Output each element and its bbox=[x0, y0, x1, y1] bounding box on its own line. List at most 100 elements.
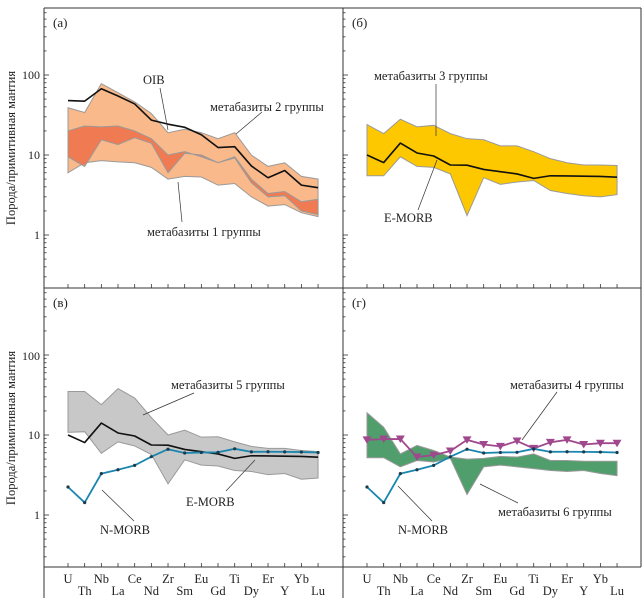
line-N-MORB-point-La bbox=[415, 468, 419, 472]
x-tick-label-g-Yb: Yb bbox=[593, 572, 608, 586]
line-N-MORB-point-Ti bbox=[233, 447, 237, 451]
x-tick-label-g-Er: Er bbox=[561, 572, 574, 586]
annotation-nmorb-g: N-MORB bbox=[398, 523, 448, 537]
line-N-MORB-point-Ce bbox=[133, 463, 137, 467]
x-tick-label-v-Er: Er bbox=[262, 572, 275, 586]
y-tick-label-1-top: 1 bbox=[34, 228, 40, 242]
line-метабазиты-4-группы-point-Zr bbox=[462, 436, 472, 444]
line-метабазиты-4-группы-point-Eu bbox=[495, 442, 505, 451]
y-tick-label-1-bottom: 1 bbox=[34, 508, 40, 522]
line-метабазиты-4-группы-point-Dy bbox=[545, 438, 555, 447]
leader-nmorb-g bbox=[397, 485, 433, 522]
x-tick-label-g-Gd: Gd bbox=[509, 584, 525, 598]
x-tick-label-v-Nb: Nb bbox=[94, 572, 109, 586]
line-N-MORB-point-Y bbox=[283, 450, 287, 454]
leader-emorb-v bbox=[225, 459, 256, 492]
line-E-MORB bbox=[67, 422, 319, 460]
x-tick-label-v-Nd: Nd bbox=[144, 584, 160, 598]
annotation-group5: метабазиты 5 группы bbox=[171, 378, 285, 392]
y-axis-label-top: Порода/примитивная мантия bbox=[4, 71, 18, 225]
line-метабазиты-4-группы-point-Y bbox=[579, 441, 589, 449]
x-tick-label-v-Ce: Ce bbox=[128, 572, 142, 586]
y-tick-label-10-bottom: 10 bbox=[28, 428, 40, 442]
line-метабазиты-4-группы-point-Sm bbox=[479, 441, 489, 449]
line-N-MORB-point-Er bbox=[266, 450, 270, 454]
line-метабазиты-4-группы-point-Nd bbox=[445, 447, 455, 456]
annotation-group1: метабазиты 1 группы bbox=[147, 225, 261, 239]
line-N-MORB bbox=[366, 447, 618, 504]
x-tick-label-g-Lu: Lu bbox=[610, 584, 625, 598]
x-tick-label-g-Th: Th bbox=[377, 584, 392, 598]
line-N-MORB-point-Y bbox=[582, 450, 586, 454]
x-tick-label-v-La: La bbox=[111, 584, 125, 598]
field-метабазиты-1-группы bbox=[67, 125, 319, 216]
panel-label-v: (в) bbox=[53, 295, 68, 310]
leader-group1 bbox=[177, 181, 183, 223]
line-N-MORB bbox=[67, 447, 319, 504]
x-tick-label-g-La: La bbox=[410, 584, 424, 598]
line-N-MORB-point-Lu bbox=[615, 450, 619, 455]
leader-nmorb-v bbox=[101, 489, 135, 522]
line-метабазиты-4-группы-point-Lu bbox=[612, 439, 622, 448]
x-tick-label-g-Nb: Nb bbox=[393, 572, 408, 586]
line-N-MORB-point-Th bbox=[83, 500, 87, 505]
panel-g bbox=[362, 411, 622, 505]
panel-label-a: (а) bbox=[53, 15, 67, 30]
x-tick-label-v-Dy: Dy bbox=[244, 584, 260, 598]
line-N-MORB-point-Yb bbox=[299, 450, 303, 454]
x-tick-label-v-Gd: Gd bbox=[210, 584, 226, 598]
line-N-MORB-point-Nd bbox=[448, 455, 452, 459]
panel-label-b: (б) bbox=[352, 15, 367, 30]
field-метабазиты-3-группы bbox=[366, 118, 618, 217]
line-N-MORB-point-Dy bbox=[249, 450, 253, 454]
line-N-MORB-point-Nb bbox=[99, 472, 103, 476]
line-N-MORB-point-La bbox=[116, 468, 120, 472]
x-tick-label-v-Lu: Lu bbox=[311, 584, 326, 598]
leader-oib bbox=[159, 87, 169, 131]
y-axis-label-bottom: Порода/примитивная мантия bbox=[4, 351, 18, 505]
line-OIB bbox=[67, 87, 319, 189]
leader-group2 bbox=[235, 111, 263, 135]
x-tick-label-g-Nd: Nd bbox=[443, 584, 459, 598]
line-метабазиты-4-группы-point-Yb bbox=[595, 439, 605, 448]
annotation-nmorb-v: N-MORB bbox=[100, 523, 150, 537]
x-tick-label-g-Dy: Dy bbox=[543, 584, 559, 598]
field-метабазиты-5-группы bbox=[67, 387, 319, 485]
line-N-MORB-point-U bbox=[66, 485, 70, 489]
x-tick-label-g-Eu: Eu bbox=[493, 572, 508, 586]
line-N-MORB-point-U bbox=[365, 485, 369, 489]
annotation-oib: OIB bbox=[143, 73, 165, 87]
line-метабазиты-4-группы-point-Er bbox=[562, 436, 572, 444]
x-tick-label-v-Yb: Yb bbox=[294, 572, 309, 586]
y-tick-label-100-bottom: 100 bbox=[22, 349, 40, 363]
line-N-MORB-point-Gd bbox=[515, 450, 519, 454]
panel-label-g: (г) bbox=[352, 295, 366, 310]
x-tick-label-v-Y: Y bbox=[280, 584, 289, 598]
y-tick-label-10-top: 10 bbox=[28, 148, 40, 162]
line-метабазиты-4-группы-point-Gd bbox=[512, 437, 522, 446]
line-N-MORB-point-Ce bbox=[432, 463, 436, 467]
line-метабазиты-4-группы bbox=[366, 438, 618, 458]
x-tick-label-g-Ti: Ti bbox=[528, 572, 539, 586]
leader-group4 bbox=[521, 391, 558, 441]
line-N-MORB-point-Th bbox=[382, 500, 386, 505]
y-tick-label-100-top: 100 bbox=[22, 68, 40, 82]
x-tick-label-v-Sm: Sm bbox=[176, 584, 193, 598]
panel-v bbox=[66, 387, 320, 505]
annotation-emorb-v: E-MORB bbox=[186, 495, 235, 509]
line-N-MORB-point-Zr bbox=[166, 447, 170, 451]
x-tick-label-v-Eu: Eu bbox=[194, 572, 209, 586]
panel-a bbox=[67, 82, 319, 218]
line-N-MORB-point-Ti bbox=[532, 447, 536, 451]
x-tick-label-v-Ti: Ti bbox=[229, 572, 240, 586]
line-N-MORB-point-Eu bbox=[498, 450, 502, 455]
line-метабазиты-4-группы-point-La bbox=[412, 453, 422, 462]
x-tick-label-v-Zr: Zr bbox=[162, 572, 175, 586]
line-N-MORB-point-Sm bbox=[482, 451, 486, 455]
line-N-MORB-point-Nb bbox=[398, 472, 402, 476]
leader-group6 bbox=[479, 483, 519, 504]
line-N-MORB-point-Yb bbox=[598, 450, 602, 454]
x-tick-label-g-Y: Y bbox=[579, 584, 588, 598]
x-tick-label-v-U: U bbox=[63, 572, 72, 586]
